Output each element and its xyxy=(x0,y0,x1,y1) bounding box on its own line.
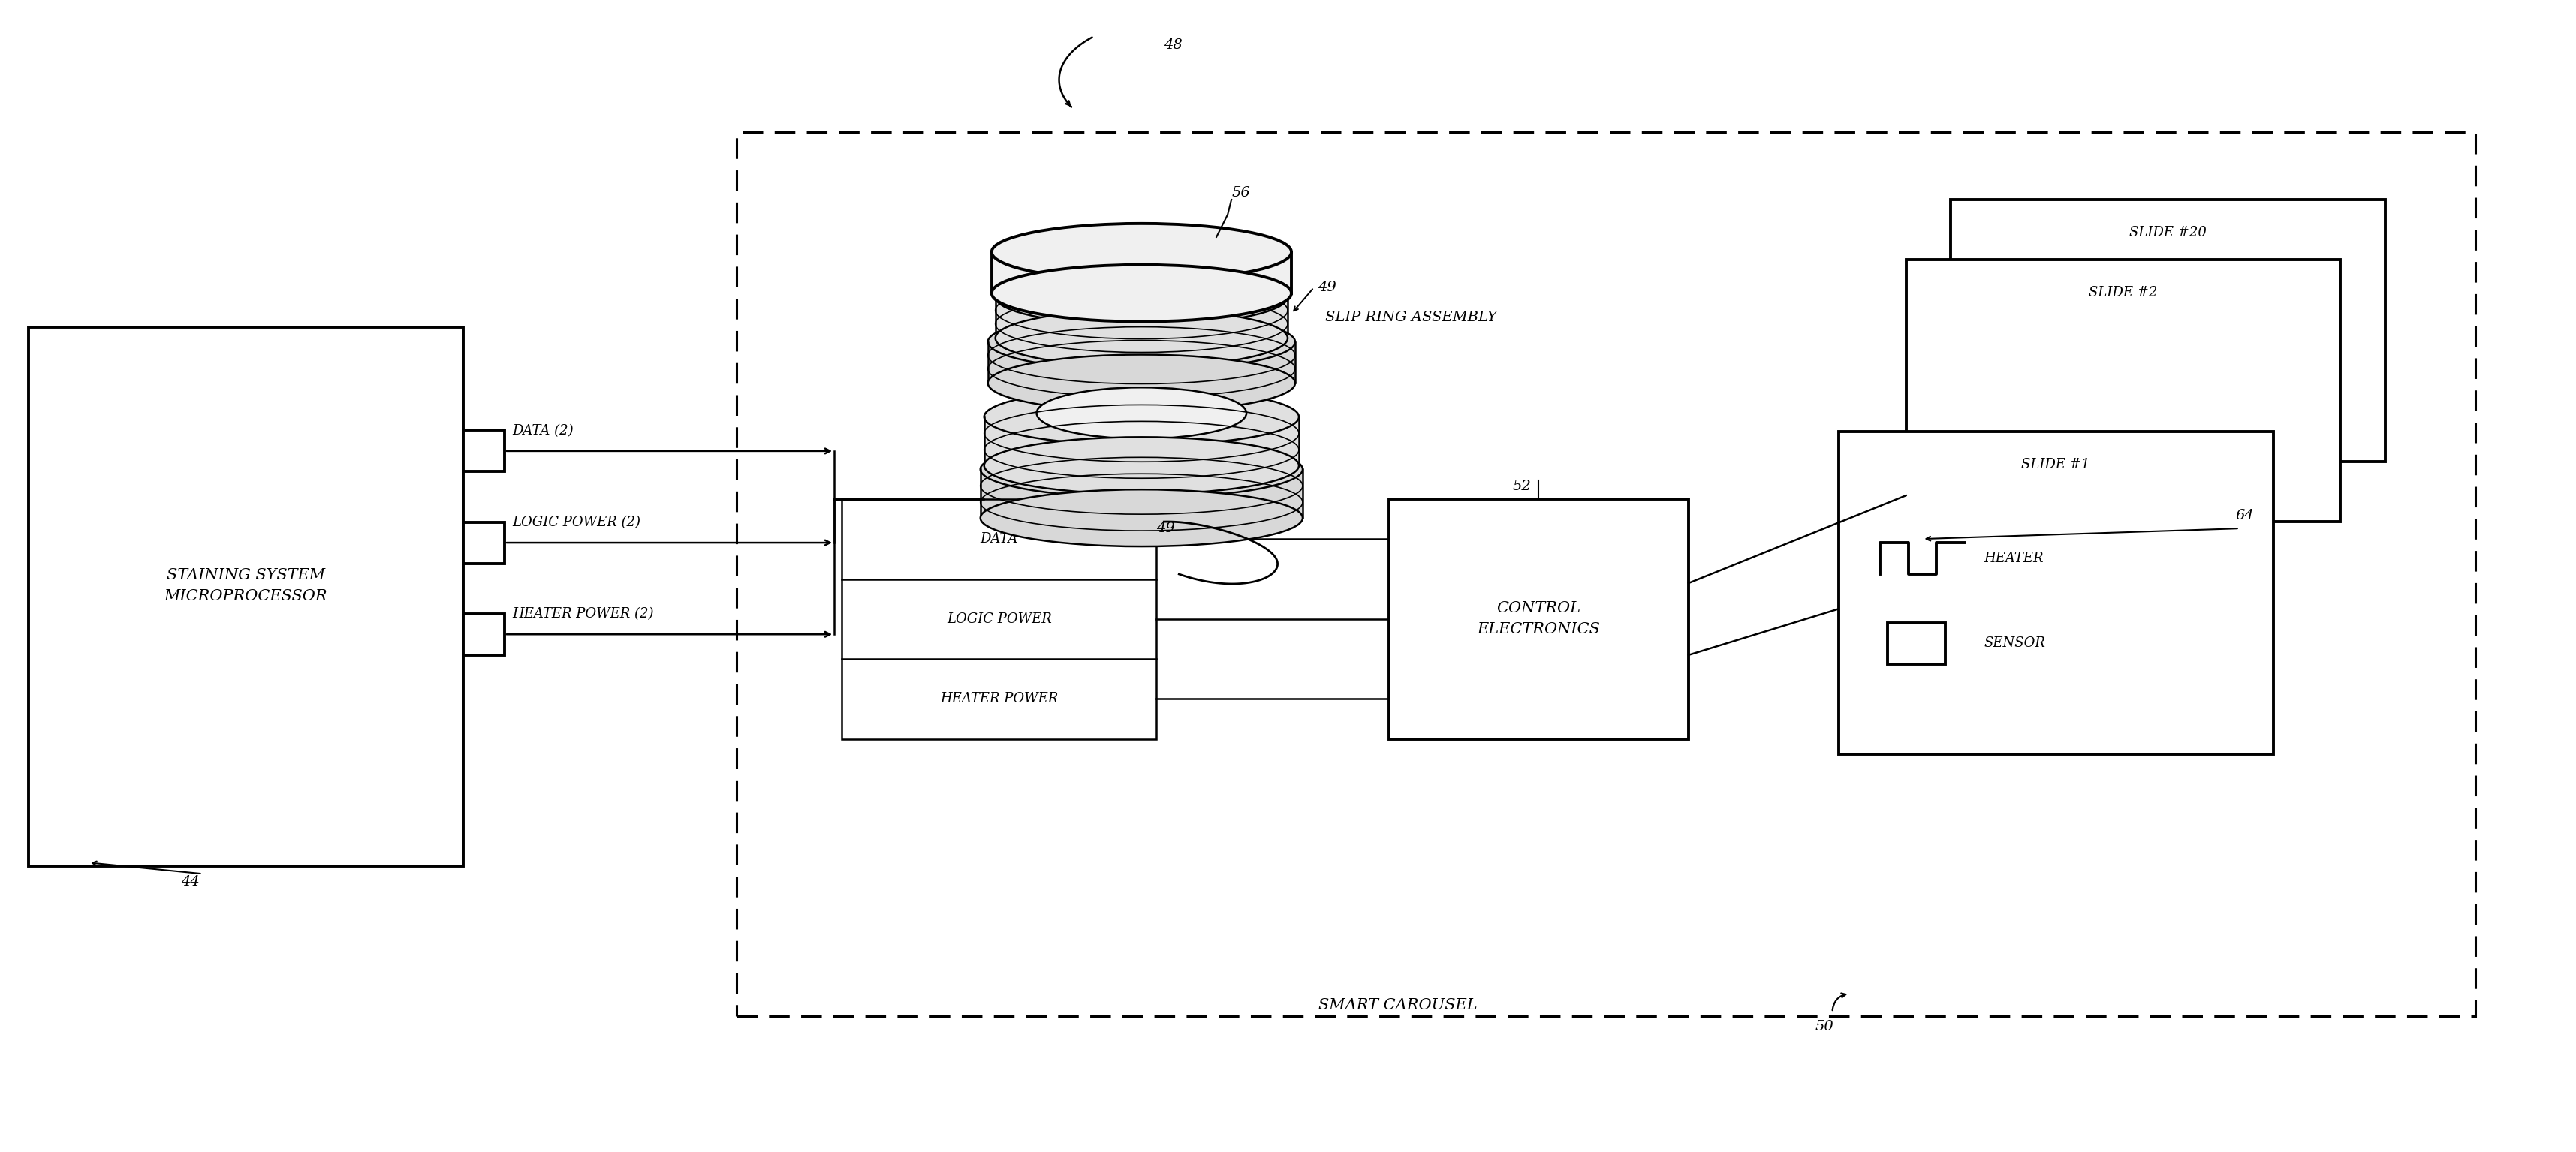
Text: 49: 49 xyxy=(1157,522,1175,536)
Text: SLIDE #2: SLIDE #2 xyxy=(2089,286,2159,300)
Ellipse shape xyxy=(984,437,1298,494)
Text: 64: 64 xyxy=(2236,508,2254,522)
Text: HEATER: HEATER xyxy=(1984,552,2043,566)
Bar xyxy=(1388,499,1690,738)
Text: STAINING SYSTEM
MICROPROCESSOR: STAINING SYSTEM MICROPROCESSOR xyxy=(165,568,327,604)
Text: SLIDE #20: SLIDE #20 xyxy=(2130,226,2208,240)
Ellipse shape xyxy=(992,223,1291,280)
Text: DATA: DATA xyxy=(981,532,1018,546)
Bar xyxy=(1906,259,2342,522)
Text: HEATER POWER: HEATER POWER xyxy=(940,692,1059,706)
Bar xyxy=(992,252,1291,294)
Bar xyxy=(737,132,2476,1016)
Bar xyxy=(1839,432,2272,753)
Ellipse shape xyxy=(1036,387,1247,439)
Bar xyxy=(464,522,505,563)
Text: SMART CAROUSEL: SMART CAROUSEL xyxy=(1319,998,1476,1013)
Text: 48: 48 xyxy=(1164,38,1182,52)
Text: 50: 50 xyxy=(1814,1020,1834,1033)
Ellipse shape xyxy=(994,268,1288,325)
Text: 56: 56 xyxy=(1231,187,1249,199)
Bar xyxy=(464,431,505,471)
Ellipse shape xyxy=(981,490,1303,546)
Ellipse shape xyxy=(992,265,1291,321)
Text: LOGIC POWER: LOGIC POWER xyxy=(945,613,1051,626)
Text: SLIDE #1: SLIDE #1 xyxy=(2022,458,2089,471)
Ellipse shape xyxy=(994,310,1288,366)
Ellipse shape xyxy=(987,313,1296,370)
Bar xyxy=(1888,623,1945,664)
Text: 44: 44 xyxy=(180,876,198,889)
Ellipse shape xyxy=(987,355,1296,411)
Bar xyxy=(994,297,1288,339)
Bar xyxy=(28,327,464,866)
Ellipse shape xyxy=(984,388,1298,446)
Ellipse shape xyxy=(981,441,1303,498)
Text: 49: 49 xyxy=(1316,281,1337,295)
Text: 52: 52 xyxy=(1512,479,1530,493)
Bar xyxy=(984,417,1298,465)
Text: SLIP RING ASSEMBLY: SLIP RING ASSEMBLY xyxy=(1324,311,1497,325)
Text: HEATER POWER (2): HEATER POWER (2) xyxy=(513,607,654,621)
Bar xyxy=(1950,199,2385,462)
Bar xyxy=(981,469,1303,518)
Bar xyxy=(842,499,1157,738)
Bar xyxy=(1036,387,1247,414)
Text: DATA (2): DATA (2) xyxy=(513,424,574,438)
Bar xyxy=(464,614,505,655)
Bar xyxy=(987,342,1296,384)
Text: CONTROL
ELECTRONICS: CONTROL ELECTRONICS xyxy=(1476,601,1600,637)
Ellipse shape xyxy=(1036,362,1247,412)
Text: SENSOR: SENSOR xyxy=(1984,637,2045,650)
Text: LOGIC POWER (2): LOGIC POWER (2) xyxy=(513,516,641,529)
